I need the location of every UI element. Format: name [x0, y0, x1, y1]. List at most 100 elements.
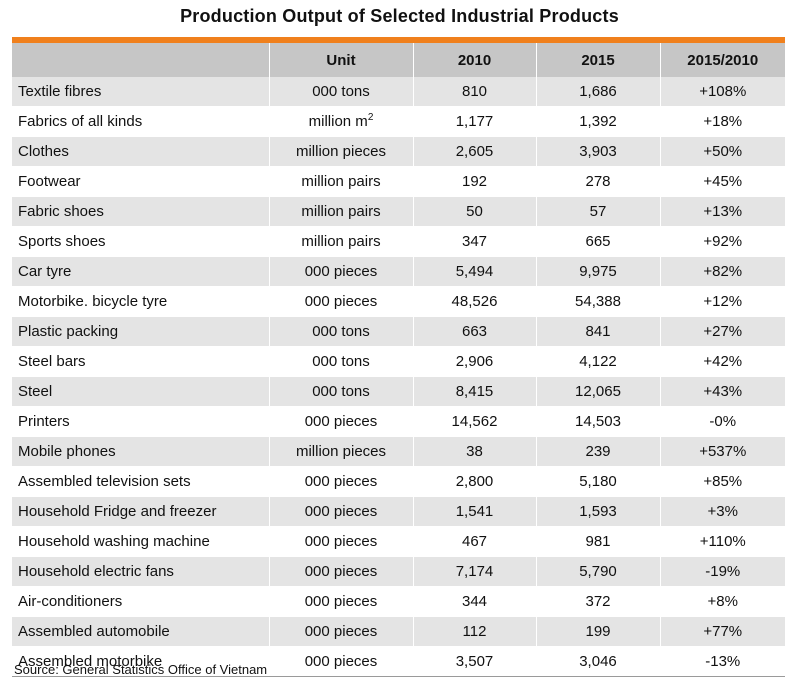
cell-change: +50%	[659, 136, 785, 167]
cell-unit: million pairs	[268, 226, 413, 257]
cell-2015: 54,388	[535, 286, 660, 317]
unit-text: 000 pieces	[304, 263, 378, 280]
cell-unit: 000 tons	[268, 346, 413, 377]
cell-2015: 5,790	[535, 556, 660, 587]
cell-unit: 000 pieces	[268, 646, 413, 677]
cell-product: Plastic packing	[12, 316, 269, 347]
cell-2010: 1,177	[412, 106, 536, 137]
cell-2015: 3,046	[535, 646, 660, 677]
table-row: Assembled automobile 000 pieces 112 199 +77%	[12, 616, 785, 647]
cell-unit: million m2	[268, 106, 413, 137]
cell-2015: 12,065	[535, 376, 660, 407]
cell-2010: 467	[412, 526, 536, 557]
cell-2010: 1,541	[412, 496, 536, 527]
unit-text: million m	[308, 113, 368, 130]
cell-2015: 9,975	[535, 256, 660, 287]
production-table: Unit 2010 2015 2015/2010 Textile fibres 0…	[12, 43, 785, 677]
cell-2010: 5,494	[412, 256, 536, 287]
table-row: Household washing machine 000 pieces 467 98…	[12, 526, 785, 557]
unit-text: 000 pieces	[304, 593, 378, 610]
cell-2010: 2,605	[412, 136, 536, 167]
table-row: Assembled television sets 000 pieces 2,800…	[12, 466, 785, 497]
cell-product: Textile fibres	[12, 77, 269, 107]
cell-2015: 239	[535, 436, 660, 467]
cell-2010: 8,415	[412, 376, 536, 407]
table-row: Assembled motorbike 000 pieces 3,507 3,046-…	[12, 646, 785, 677]
cell-product: Assembled motorbike	[12, 646, 269, 677]
unit-text: million pairs	[301, 203, 381, 220]
cell-change: +8%	[659, 586, 785, 617]
cell-change: -13%	[659, 646, 785, 677]
cell-product: Assembled television sets	[12, 466, 269, 497]
cell-unit: 000 tons	[268, 316, 413, 347]
unit-text: 000 pieces	[304, 653, 378, 670]
cell-change: +110%	[659, 526, 785, 557]
unit-text: 000 pieces	[304, 473, 378, 490]
unit-text: 000 pieces	[304, 563, 378, 580]
cell-change: +13%	[659, 196, 785, 227]
cell-product: Car tyre	[12, 256, 269, 287]
cell-unit: million pairs	[268, 196, 413, 227]
cell-product: Clothes	[12, 136, 269, 167]
cell-unit: 000 pieces	[268, 496, 413, 527]
cell-unit: 000 pieces	[268, 586, 413, 617]
cell-product: Footwear	[12, 166, 269, 197]
cell-2015: 841	[535, 316, 660, 347]
cell-2010: 38	[412, 436, 536, 467]
header-2015: 2015	[535, 43, 660, 77]
cell-product: Household electric fans	[12, 556, 269, 587]
cell-unit: 000 pieces	[268, 526, 413, 557]
cell-change: +537%	[659, 436, 785, 467]
unit-text: million pieces	[295, 443, 387, 460]
cell-2015: 372	[535, 586, 660, 617]
cell-unit: million pieces	[268, 136, 413, 167]
cell-product: Fabric shoes	[12, 196, 269, 227]
table-row: Air-conditioners 000 pieces 344 372 +8%	[12, 586, 785, 617]
cell-change: +27%	[659, 316, 785, 347]
table-row: Household electric fans 000 pieces 7,174 5,…	[12, 556, 785, 587]
table-row: Textile fibres 000 tons 810 1,686 +108%	[12, 77, 785, 107]
cell-change: +92%	[659, 226, 785, 257]
cell-2010: 344	[412, 586, 536, 617]
cell-2010: 2,906	[412, 346, 536, 377]
cell-unit: 000 pieces	[268, 616, 413, 647]
table-title: Production Output of Selected Industrial…	[180, 6, 619, 26]
cell-product: Sports shoes	[12, 226, 269, 257]
source-note: Source: General Statistics Office of Vie…	[14, 662, 268, 677]
cell-unit: 000 pieces	[268, 256, 413, 287]
header-2010: 2010	[412, 43, 536, 77]
cell-2015: 3,903	[535, 136, 660, 167]
cell-product: Motorbike. bicycle tyre	[12, 286, 269, 317]
cell-unit: 000 pieces	[268, 556, 413, 587]
table-row: Plastic packing 000 tons 663 841 +27%	[12, 316, 785, 347]
cell-unit: million pairs	[268, 166, 413, 197]
header-change: 2015/2010	[659, 43, 785, 77]
cell-2015: 981	[535, 526, 660, 557]
table-row: Car tyre 000 pieces 5,494 9,975 +82%	[12, 256, 785, 287]
table-row: Printers 000 pieces 14,562 14,503 -0%	[12, 406, 785, 437]
cell-change: -0%	[659, 406, 785, 437]
cell-2010: 2,800	[412, 466, 536, 497]
cell-change: -19%	[659, 556, 785, 587]
table-row: Fabrics of all kinds million m2 1,177 1,392…	[12, 106, 785, 137]
cell-2015: 57	[535, 196, 660, 227]
cell-2010: 663	[412, 316, 536, 347]
header-unit: Unit	[268, 43, 413, 77]
cell-change: +3%	[659, 496, 785, 527]
cell-2015: 5,180	[535, 466, 660, 497]
cell-2015: 1,593	[535, 496, 660, 527]
unit-text: million pieces	[295, 143, 387, 160]
cell-change: +18%	[659, 106, 785, 137]
cell-product: Household washing machine	[12, 526, 269, 557]
cell-2010: 112	[412, 616, 536, 647]
cell-2010: 50	[412, 196, 536, 227]
cell-change: +42%	[659, 346, 785, 377]
cell-change: +45%	[659, 166, 785, 197]
cell-change: +108%	[659, 77, 785, 107]
unit-text: 000 pieces	[304, 533, 378, 550]
unit-text: 000 tons	[312, 383, 370, 400]
cell-unit: 000 pieces	[268, 466, 413, 497]
unit-text: 000 tons	[312, 83, 370, 100]
cell-2010: 7,174	[412, 556, 536, 587]
cell-product: Mobile phones	[12, 436, 269, 467]
